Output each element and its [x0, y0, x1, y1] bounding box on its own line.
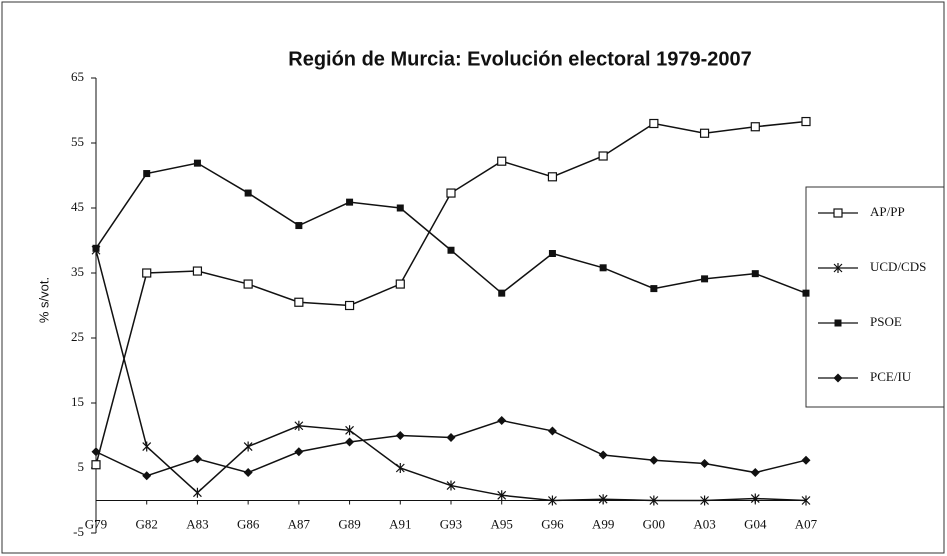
data-point [497, 156, 507, 166]
data-point [497, 490, 507, 501]
x-tick-label: A99 [592, 516, 614, 531]
data-point [344, 300, 355, 311]
x-tick-label: A95 [491, 516, 513, 531]
data-point [345, 437, 355, 447]
x-tick-label: A07 [795, 516, 818, 531]
data-point [700, 458, 710, 468]
y-tick-label: 35 [71, 264, 84, 279]
x-tick-label: A83 [186, 516, 208, 531]
data-point [192, 454, 202, 464]
x-tick-label: G86 [237, 516, 260, 531]
data-point [243, 441, 253, 452]
x-tick-label: G79 [85, 516, 107, 531]
data-point [649, 455, 659, 465]
data-point [548, 495, 557, 506]
data-point [395, 279, 405, 289]
series-line [95, 162, 807, 295]
y-axis-label: % s/vot. [36, 277, 51, 323]
x-tick-label: G82 [136, 516, 158, 531]
data-point [548, 250, 556, 257]
x-tick-label: G89 [338, 516, 360, 531]
legend-label: PSOE [870, 314, 902, 329]
data-point [142, 268, 152, 278]
x-tick-label: A03 [693, 516, 715, 531]
data-point [294, 420, 304, 431]
x-tick-label: G93 [440, 516, 462, 531]
data-point [295, 222, 303, 230]
data-point [801, 495, 811, 506]
series-line [95, 419, 807, 477]
data-point [701, 275, 709, 283]
data-point [193, 159, 201, 167]
y-tick-label: 15 [71, 394, 84, 409]
series-line [95, 120, 807, 465]
data-point [598, 494, 608, 505]
legend-marker [833, 208, 843, 218]
data-point [750, 493, 760, 504]
data-point [751, 270, 759, 278]
data-point [395, 463, 405, 473]
data-point [91, 447, 101, 457]
data-point [699, 128, 710, 138]
data-point [649, 495, 659, 506]
data-point [243, 279, 253, 289]
data-point [446, 432, 456, 442]
legend [805, 186, 945, 408]
y-tick-label: 25 [71, 329, 84, 344]
data-point [750, 122, 760, 132]
data-point [346, 198, 354, 206]
x-tick-label: G04 [744, 516, 767, 531]
data-point [700, 495, 709, 506]
data-point [294, 297, 304, 307]
data-point [802, 289, 810, 297]
data-point [547, 426, 557, 436]
x-tick-label: G00 [643, 516, 665, 531]
data-point [447, 246, 455, 254]
data-point [395, 431, 405, 440]
data-point [92, 244, 100, 252]
legend-label: PCE/IU [870, 369, 912, 384]
data-point [193, 487, 202, 498]
y-tick-label: 45 [71, 199, 84, 214]
data-point [244, 189, 252, 197]
legend-marker [833, 373, 843, 383]
data-point [143, 170, 151, 178]
data-point [294, 447, 304, 457]
y-tick-label: 55 [71, 134, 84, 149]
data-point [497, 416, 507, 426]
data-point [649, 118, 659, 129]
data-point [650, 285, 658, 293]
x-tick-label: A87 [288, 516, 311, 531]
data-point [345, 425, 354, 436]
data-point [142, 441, 152, 452]
data-point [801, 455, 811, 465]
chart-title: Región de Murcia: Evolución electoral 19… [288, 48, 752, 70]
data-point [446, 188, 456, 198]
y-tick-label: -5 [73, 524, 84, 539]
data-point [801, 116, 811, 127]
y-tick-label: 65 [71, 69, 84, 84]
data-point [750, 468, 760, 478]
legend-marker [834, 319, 842, 327]
data-point [91, 460, 101, 470]
legend-label: AP/PP [870, 204, 905, 219]
data-point [396, 204, 404, 212]
legend-label: UCD/CDS [870, 259, 926, 274]
data-point [598, 151, 608, 161]
data-point [599, 264, 607, 272]
data-point [598, 450, 608, 460]
legend-marker [833, 263, 843, 273]
data-point [243, 468, 253, 478]
x-tick-label: G96 [541, 516, 564, 531]
data-point [498, 289, 506, 297]
x-tick-label: A91 [389, 516, 411, 531]
data-point [446, 480, 456, 491]
data-point [192, 266, 203, 276]
y-tick-label: 5 [78, 459, 85, 474]
data-point [142, 471, 152, 481]
data-point [547, 172, 558, 182]
